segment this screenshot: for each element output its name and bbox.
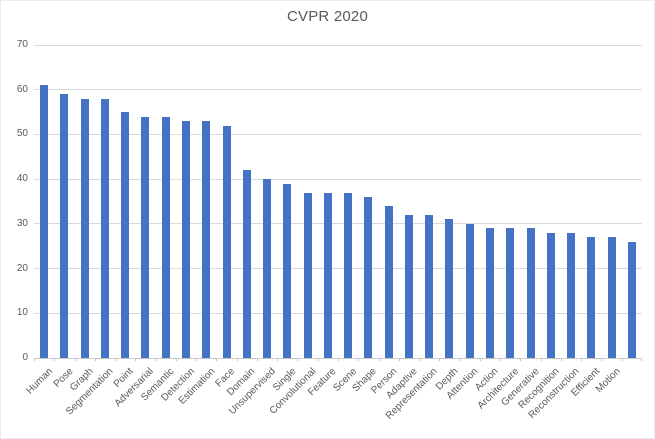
- bar: [80, 98, 89, 358]
- x-axis-tick: [379, 358, 380, 361]
- x-axis-tick: [480, 358, 481, 361]
- bar: [567, 232, 576, 358]
- bar: [303, 192, 312, 358]
- x-axis-tick: [318, 358, 319, 361]
- bar: [161, 116, 170, 358]
- x-axis-tick: [257, 358, 258, 361]
- x-axis-tick: [439, 358, 440, 361]
- bar: [242, 170, 251, 358]
- bar: [60, 94, 69, 358]
- y-axis-tick-label: 30: [16, 217, 28, 229]
- bar: [445, 219, 454, 358]
- x-axis-tick: [641, 358, 642, 361]
- x-axis-tick: [520, 358, 521, 361]
- bar: [40, 85, 49, 358]
- y-axis-tick-label: 60: [16, 83, 28, 95]
- bar: [607, 237, 616, 358]
- y-axis-tick-label: 10: [16, 307, 28, 319]
- bar: [323, 192, 332, 358]
- x-axis-tick: [419, 358, 420, 361]
- x-axis-tick: [500, 358, 501, 361]
- x-axis-tick: [541, 358, 542, 361]
- gridline: [34, 312, 642, 314]
- bar: [283, 183, 292, 358]
- x-axis-tick: [54, 358, 55, 361]
- bar: [344, 192, 353, 358]
- y-axis-tick-label: 40: [16, 173, 28, 185]
- bar: [222, 125, 231, 358]
- x-axis-tick: [156, 358, 157, 361]
- y-axis-tick-label: 20: [16, 262, 28, 274]
- x-axis-tick: [460, 358, 461, 361]
- plot-area: [34, 44, 642, 361]
- x-axis-tick: [297, 358, 298, 361]
- x-axis-tick: [176, 358, 177, 361]
- bar: [546, 232, 555, 358]
- bar: [627, 241, 636, 358]
- y-axis-tick-label: 70: [16, 39, 28, 50]
- bar: [486, 228, 494, 358]
- bar: [182, 121, 190, 358]
- chart-title: CVPR 2020: [286, 8, 368, 25]
- gridline: [34, 89, 642, 91]
- bar: [384, 205, 393, 358]
- bar: [100, 98, 109, 358]
- x-axis-category-label: Human: [24, 366, 55, 397]
- y-axis-tick-label: 50: [16, 128, 28, 140]
- bar: [263, 179, 272, 358]
- bar: [526, 228, 535, 358]
- x-axis-tick: [561, 358, 562, 361]
- x-axis-tick: [196, 358, 197, 361]
- x-axis-tick: [622, 358, 623, 361]
- bar: [425, 214, 434, 358]
- x-axis-tick: [216, 358, 217, 361]
- x-axis-tick: [115, 358, 116, 361]
- gridline: [34, 178, 642, 180]
- y-axis-tick-label: 0: [22, 352, 28, 363]
- x-axis-tick: [358, 358, 359, 361]
- bar: [364, 197, 373, 358]
- x-axis-tick: [34, 358, 35, 361]
- x-axis-tick: [581, 358, 582, 361]
- x-axis-tick: [75, 358, 76, 361]
- x-axis-tick: [277, 358, 278, 361]
- gridline: [34, 223, 642, 225]
- gridline: [34, 268, 642, 270]
- bar: [465, 223, 474, 358]
- bar: [587, 237, 596, 358]
- x-axis-tick: [95, 358, 96, 361]
- x-axis-tick: [135, 358, 136, 361]
- x-axis-tick: [237, 358, 238, 361]
- bar: [202, 121, 211, 358]
- bar: [404, 214, 413, 358]
- x-axis-tick: [601, 358, 602, 361]
- x-axis-tick: [338, 358, 339, 361]
- gridline: [34, 133, 642, 135]
- bar: [506, 228, 515, 358]
- bar: [141, 116, 150, 358]
- gridline: [34, 44, 642, 46]
- bar: [121, 112, 130, 358]
- x-axis-tick: [399, 358, 400, 361]
